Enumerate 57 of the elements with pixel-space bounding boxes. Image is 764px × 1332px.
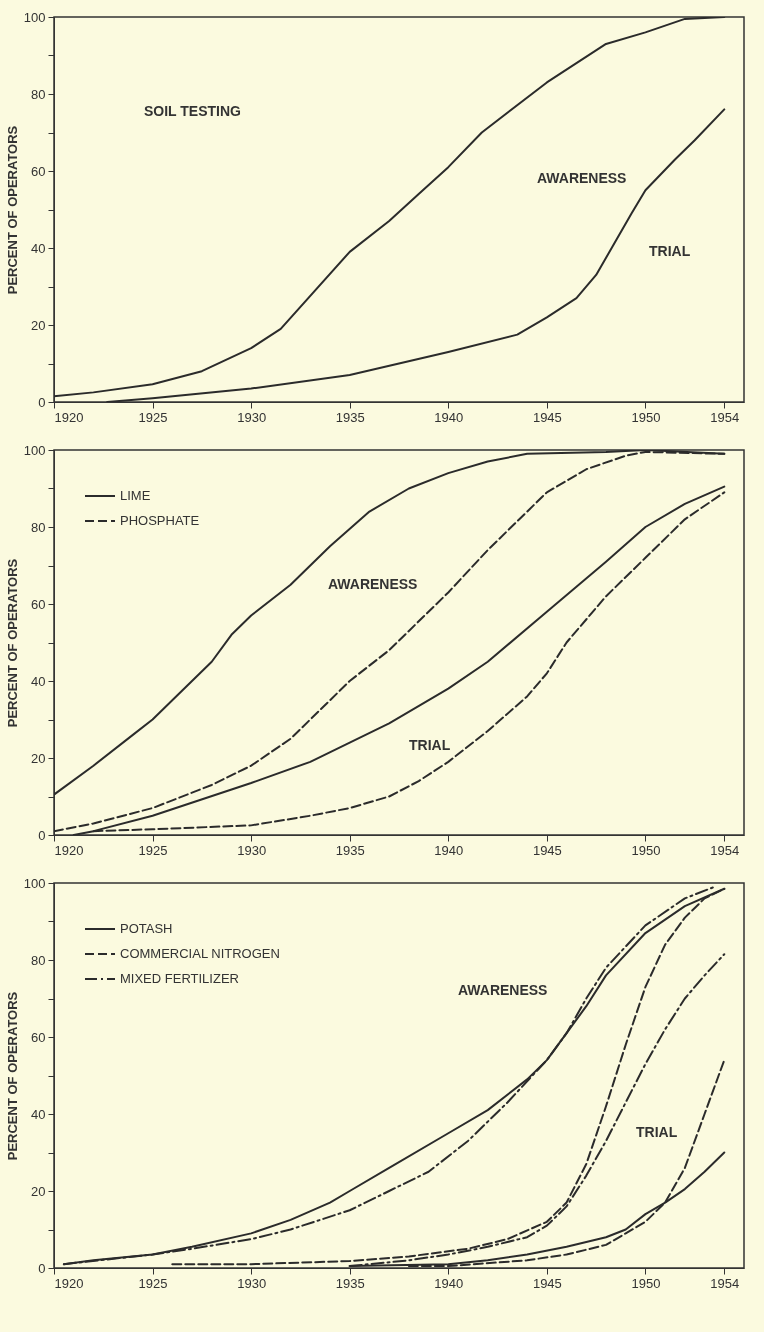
- legend-label: LIME: [120, 488, 151, 503]
- y-tick-label: 20: [31, 750, 46, 766]
- y-tick-label: 0: [38, 1260, 46, 1276]
- y-tick-label: 40: [31, 1106, 46, 1122]
- legend-label: PHOSPHATE: [120, 513, 200, 528]
- y-tick-label: 60: [31, 163, 46, 179]
- annotation: SOIL TESTING: [144, 103, 242, 119]
- x-tick-label: 1950: [631, 409, 661, 425]
- y-tick-label: 60: [31, 596, 46, 612]
- annotation: TRIAL: [636, 1124, 678, 1140]
- y-axis-title: PERCENT OF OPERATORS: [4, 125, 20, 295]
- x-tick-label: 1954: [710, 1275, 740, 1291]
- x-tick-label: 1930: [237, 1275, 267, 1291]
- y-tick-label: 80: [31, 86, 46, 102]
- x-tick-label: 1925: [138, 842, 168, 858]
- legend-label: MIXED FERTILIZER: [120, 971, 239, 986]
- legend-label: POTASH: [120, 921, 173, 936]
- y-tick-label: 20: [31, 317, 46, 333]
- x-tick-label: 1920: [54, 1275, 84, 1291]
- x-tick-label: 1920: [54, 842, 84, 858]
- x-tick-label: 1940: [434, 409, 464, 425]
- x-tick-label: 1945: [532, 842, 562, 858]
- y-tick-label: 0: [38, 827, 46, 843]
- y-axis-title: PERCENT OF OPERATORS: [4, 991, 20, 1161]
- y-tick-label: 60: [31, 1029, 46, 1045]
- x-tick-label: 1950: [631, 1275, 661, 1291]
- x-tick-label: 1930: [237, 842, 267, 858]
- y-tick-label: 40: [31, 240, 46, 256]
- x-tick-label: 1940: [434, 1275, 464, 1291]
- x-tick-label: 1935: [335, 1275, 365, 1291]
- y-tick-label: 80: [31, 519, 46, 535]
- x-tick-label: 1954: [710, 842, 740, 858]
- legend-label: COMMERCIAL NITROGEN: [120, 946, 280, 961]
- y-tick-label: 100: [23, 442, 46, 458]
- annotation: TRIAL: [409, 737, 451, 753]
- annotation: AWARENESS: [537, 170, 627, 186]
- x-tick-label: 1935: [335, 409, 365, 425]
- y-tick-label: 0: [38, 394, 46, 410]
- y-tick-label: 40: [31, 673, 46, 689]
- annotation: AWARENESS: [458, 982, 548, 998]
- y-tick-label: 20: [31, 1183, 46, 1199]
- y-tick-label: 80: [31, 952, 46, 968]
- x-tick-label: 1920: [54, 409, 84, 425]
- x-tick-label: 1945: [532, 409, 562, 425]
- x-tick-label: 1935: [335, 842, 365, 858]
- x-tick-label: 1954: [710, 409, 740, 425]
- x-tick-label: 1945: [532, 1275, 562, 1291]
- annotation: AWARENESS: [328, 576, 418, 592]
- y-tick-label: 100: [23, 875, 46, 891]
- x-tick-label: 1925: [138, 409, 168, 425]
- x-tick-label: 1950: [631, 842, 661, 858]
- y-axis-title: PERCENT OF OPERATORS: [4, 558, 20, 728]
- x-tick-label: 1925: [138, 1275, 168, 1291]
- x-tick-label: 1930: [237, 409, 267, 425]
- y-tick-label: 100: [23, 9, 46, 25]
- annotation: TRIAL: [649, 243, 691, 259]
- x-tick-label: 1940: [434, 842, 464, 858]
